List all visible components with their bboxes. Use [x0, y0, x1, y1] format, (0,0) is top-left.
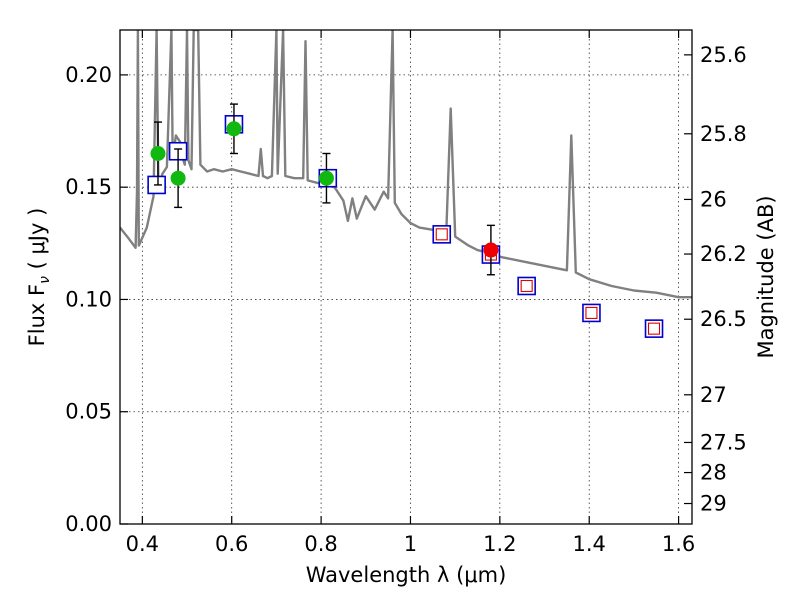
- y2-tick-label: 25.8: [700, 122, 747, 146]
- y-axis-title: Flux Fν ( μJy ): [25, 208, 53, 347]
- x-tick-label: 0.4: [126, 532, 159, 556]
- observed-point: [318, 170, 334, 186]
- spectrum-line: [120, 30, 692, 299]
- y-tick-label: 0.15: [65, 175, 112, 199]
- observed-point: [483, 242, 499, 258]
- plot-frame: [119, 29, 693, 525]
- y-axis-title-subscript: ν: [37, 276, 53, 284]
- y2-tick-label: 26: [700, 187, 727, 211]
- y2-tick-label: 27: [700, 383, 727, 407]
- x-tick-label: 1.6: [662, 532, 695, 556]
- x-tick-label: 1.4: [573, 532, 606, 556]
- y-axis-title-main: Flux F: [25, 284, 49, 346]
- y-tick-label: 0.20: [65, 63, 112, 87]
- plot-area: [120, 30, 692, 338]
- observed-point: [150, 146, 166, 161]
- y2-axis-title: Magnitude (AB): [754, 195, 778, 358]
- observed-point: [170, 170, 186, 186]
- y2-tick-label: 29: [700, 492, 727, 516]
- x-axis-title: Wavelength λ (μm): [306, 563, 507, 587]
- model-box-inner: [585, 306, 598, 319]
- x-tick-label: 0.6: [215, 532, 248, 556]
- y2-tick-label: 28: [700, 461, 727, 485]
- axis-ticks: [120, 30, 692, 525]
- y-axis-title-unit: ( μJy ): [25, 208, 49, 276]
- y-tick-label: 0.05: [65, 400, 112, 424]
- x-tick-label: 1: [404, 532, 417, 556]
- y2-tick-label: 27.5: [700, 430, 747, 454]
- model-box-inner: [647, 322, 661, 335]
- x-tick-label: 0.8: [304, 532, 337, 556]
- x-tick-label: 1.2: [483, 532, 516, 556]
- y2-tick-label: 26.5: [700, 307, 747, 331]
- y-tick-label: 0.10: [65, 287, 112, 311]
- y2-tick-label: 26.2: [700, 242, 747, 266]
- grid-lines: [120, 30, 692, 525]
- model-box-inner: [520, 279, 533, 293]
- y-tick-label: 0.00: [65, 512, 112, 536]
- model-box-inner: [435, 228, 448, 241]
- y2-tick-label: 25.6: [700, 43, 747, 67]
- observed-point: [226, 121, 242, 137]
